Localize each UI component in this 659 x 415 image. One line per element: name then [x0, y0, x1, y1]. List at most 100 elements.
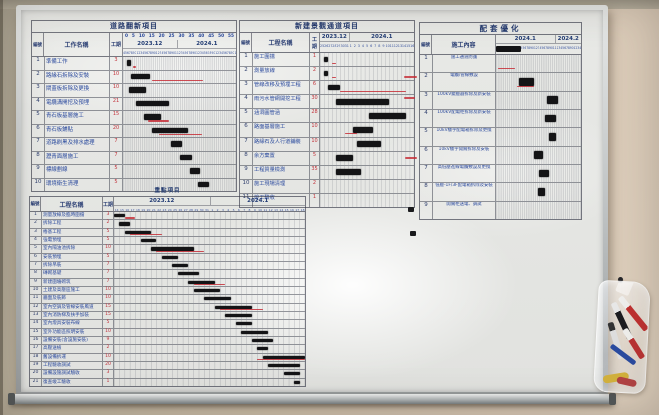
task-timeline	[320, 81, 414, 95]
task-name: 涵洞圓管涵	[252, 109, 310, 123]
gantt-row: 9 工程質量檢測 35	[240, 164, 414, 179]
day-number: 9	[382, 44, 385, 48]
chart-rows: 1 施工圍擋 1 2 測量放線 2 3 管線改移及預埋工程 6 4 雨污水管網開挖工程 30 5 涵洞圓管…	[240, 53, 414, 208]
row-number: 6	[36, 124, 40, 131]
day-number: 5	[144, 51, 147, 55]
task-name: 室外功能區照明安裝	[41, 328, 103, 336]
day-number: 3	[180, 51, 183, 55]
row-number: 3	[244, 81, 248, 88]
row-number: 7	[34, 261, 37, 267]
header-duration-column: 工期	[103, 197, 114, 211]
gantt-row: 9 標線劃線 5	[32, 164, 236, 178]
day-number: 1	[174, 51, 177, 55]
chart-rows: 1 準備工作 3 2 路緣石拆除及安裝 10 3 閘蓋板拆除及更換 10 4 電纜溝開挖及預埋 21 5…	[32, 57, 236, 191]
task-timeline	[123, 138, 236, 151]
row-number: 17	[32, 345, 39, 351]
gantt-row: 19 工程驗收調試 20	[30, 360, 305, 370]
gantt-row: 7 路緣石及人行道鋪裝 10	[240, 136, 414, 151]
day-number: 13	[274, 208, 278, 211]
day-number: 7	[243, 208, 246, 211]
task-timeline	[123, 124, 236, 137]
gantt-chart-road-renovation: 道路翻新項目 編號 工作名稱 工期 0 5 10 15 20 25 30 35 40 45 50 55 202…	[31, 20, 237, 192]
task-duration: 21	[110, 97, 123, 110]
month-label: 2023.12	[137, 41, 163, 47]
gantt-row: 5 室內隔油池拆除 10	[30, 244, 305, 253]
task-duration: 7	[103, 261, 114, 270]
task-duration: 5	[110, 178, 123, 191]
header-name-column: 施工內容	[432, 35, 496, 54]
task-timeline	[114, 320, 305, 328]
day-number: 29	[336, 44, 341, 48]
task-timeline	[496, 164, 581, 183]
day-number: 9	[171, 51, 173, 55]
stray-red-mark	[404, 97, 415, 99]
task-timeline	[114, 328, 305, 336]
day-number: 4	[579, 46, 581, 50]
scale-number: 40	[198, 34, 205, 39]
day-number: 5	[522, 46, 525, 50]
header-name-column: 工作名稱	[44, 33, 110, 56]
day-number: 5	[184, 51, 187, 55]
task-timeline	[114, 236, 305, 245]
task-duration: 7	[110, 151, 123, 164]
task-duration: 6	[310, 81, 320, 95]
day-number: 4	[161, 51, 164, 55]
day-number: 5	[562, 46, 565, 50]
task-duration: 5	[103, 253, 114, 261]
progress-line	[497, 67, 515, 70]
task-duration: 20	[103, 361, 114, 370]
task-timeline	[123, 84, 236, 97]
task-timeline	[114, 370, 305, 378]
task-duration: 10	[110, 70, 123, 83]
row-number: 14	[32, 320, 39, 326]
day-number: 7	[147, 51, 150, 55]
task-bar	[144, 114, 162, 120]
task-name: 路緣石及人行道鋪裝	[252, 137, 310, 151]
day-number: 9	[211, 51, 214, 55]
gantt-row: 16 設備安裝(含設施安裝) 9	[30, 335, 305, 345]
task-name: 標線劃線	[44, 165, 110, 178]
row-number: 8	[36, 151, 40, 158]
task-timeline	[496, 201, 581, 219]
task-timeline	[320, 67, 414, 81]
day-number: 1	[234, 51, 236, 55]
task-bar	[124, 230, 152, 234]
task-name: 復查竣工驗收	[41, 378, 103, 386]
day-number: 4	[539, 46, 542, 50]
task-name: 安裝預埋	[41, 253, 103, 261]
day-number: 13	[397, 44, 402, 48]
day-number: 1	[554, 46, 557, 50]
task-name: 余方棄置	[252, 151, 310, 165]
wall-left-edge	[0, 0, 3, 415]
task-duration: 3	[110, 57, 123, 70]
gantt-row: 1 施工圍擋 1	[240, 53, 414, 67]
gantt-row: 12 室內空調及管線安裝風道 15	[30, 302, 305, 311]
scale-number: 10	[138, 34, 145, 39]
gantt-row: 17 高壓送檢 2	[30, 344, 305, 353]
task-name: 環境衛生清理	[44, 178, 110, 191]
wall-top-strip	[0, 0, 659, 9]
timeline-header: 2023.12 2024.1 14 15 16 17 18 19 20 21 22 23 24 25 26 2…	[114, 197, 305, 211]
day-number: 12	[268, 208, 273, 211]
day-number: 2	[197, 51, 200, 55]
day-number: 2	[138, 51, 141, 55]
task-duration: 5	[103, 228, 114, 236]
day-number: 4	[182, 51, 185, 55]
task-name: 100kV配電柜拆除及新安裝	[432, 109, 496, 128]
row-number: 4	[424, 109, 428, 116]
row-number: 4	[244, 95, 248, 102]
day-number: 11	[263, 208, 268, 211]
day-number: 8	[567, 46, 570, 50]
chart-rows: 1 施工通道防護 2 電纜/管線敷設 3 100kV變壓器拆除及新安裝 4 100kV配電柜拆…	[420, 55, 581, 219]
progress-line	[340, 90, 406, 93]
row-number: 3	[424, 91, 428, 98]
gantt-chart-new-passage: 新建景觀通道項目 編號 工程名稱 工期 2023.12 2024.1 25 26 27 28 29…	[239, 20, 415, 208]
day-number: 20	[146, 208, 151, 211]
gantt-row: 3 閘蓋板拆除及更換 10	[32, 83, 236, 97]
day-number: 0	[213, 51, 216, 55]
day-number: 1	[552, 46, 555, 50]
timeline-header: 2023.12 2024.1 25 26 27 28 29 30 31 1 2 3 4 5 6 7 8 9 10 11…	[320, 33, 414, 52]
task-name: 工程驗收調試	[41, 361, 103, 370]
task-name: 舊設備拆運	[41, 353, 103, 361]
day-number: 5	[222, 51, 225, 55]
